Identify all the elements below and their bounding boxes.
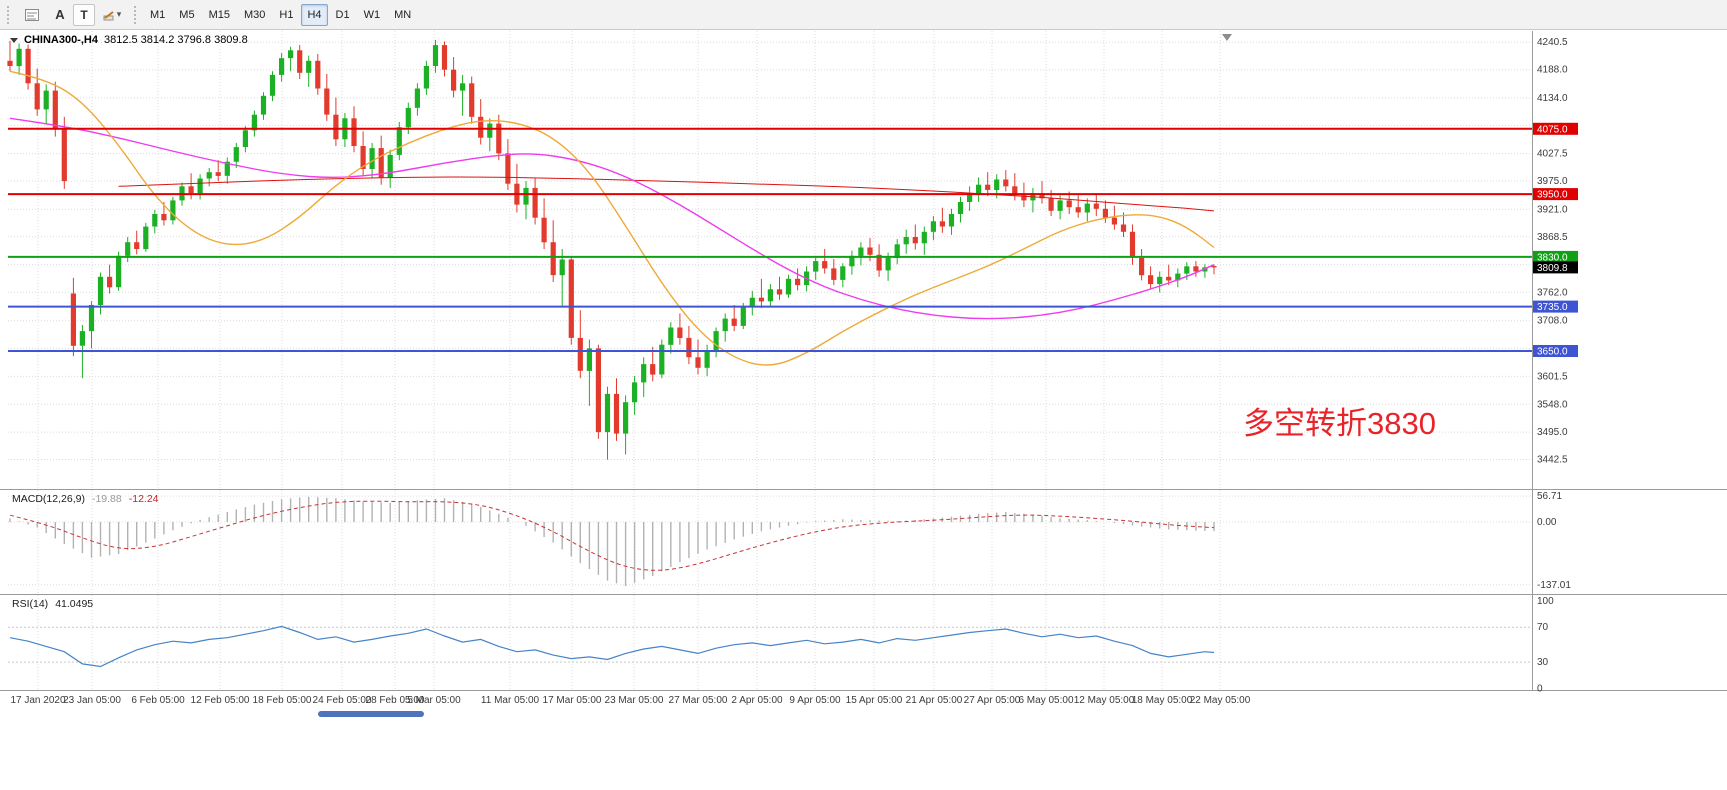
svg-text:70: 70 <box>1537 622 1549 633</box>
frame-layer <box>0 31 1727 691</box>
svg-text:17 Mar 05:00: 17 Mar 05:00 <box>543 695 602 706</box>
svg-text:18 Feb 05:00: 18 Feb 05:00 <box>253 695 312 706</box>
svg-text:4027.5: 4027.5 <box>1537 149 1568 160</box>
timeframe-w1-button[interactable]: W1 <box>358 4 387 26</box>
text-tool-button[interactable]: T <box>73 3 95 26</box>
svg-text:9 Apr 05:00: 9 Apr 05:00 <box>789 695 841 706</box>
svg-text:18 May 05:00: 18 May 05:00 <box>1132 695 1193 706</box>
svg-text:0.00: 0.00 <box>1537 517 1557 528</box>
svg-text:3830.0: 3830.0 <box>1537 252 1568 263</box>
toolbar: A T ▾ M1 M5 M15 M30 H1 H4 D1 W1 MN <box>0 0 1727 30</box>
svg-text:23 Jan 05:00: 23 Jan 05:00 <box>63 695 121 706</box>
svg-text:3809.8: 3809.8 <box>1537 263 1568 274</box>
svg-text:27 Apr 05:00: 27 Apr 05:00 <box>964 695 1021 706</box>
svg-text:3442.5: 3442.5 <box>1537 455 1568 466</box>
svg-text:3762.0: 3762.0 <box>1537 287 1568 298</box>
svg-text:22 May 05:00: 22 May 05:00 <box>1190 695 1251 706</box>
expand-triangle-icon[interactable] <box>10 37 18 43</box>
svg-text:21 Apr 05:00: 21 Apr 05:00 <box>906 695 963 706</box>
axis-labels: 4240.5 4188.0 4134.0 4027.5 3975.0 3921.0 3868… <box>10 37 1571 706</box>
hlines-layer[interactable] <box>8 127 1532 352</box>
price-badges: 4075.0 3950.0 3830.0 3735.0 3650.0 3809.8 <box>1533 122 1578 358</box>
timeframe-h1-button[interactable]: H1 <box>273 4 299 26</box>
svg-text:4134.0: 4134.0 <box>1537 93 1568 104</box>
chart-title: CHINA300-,H4 3812.5 3814.2 3796.8 3809.8 <box>10 34 248 46</box>
arrow-text-tool-button[interactable]: A <box>49 4 71 26</box>
svg-text:28 Feb 05:00: 28 Feb 05:00 <box>366 695 425 706</box>
ma-layer <box>9 70 1215 366</box>
svg-text:2 Apr 05:00: 2 Apr 05:00 <box>731 695 783 706</box>
svg-text:24 Feb 05:00: 24 Feb 05:00 <box>313 695 372 706</box>
timeframe-m1-button[interactable]: M1 <box>144 4 171 26</box>
macd-label: MACD(12,26,9) -19.88 -12.24 <box>12 493 159 505</box>
svg-text:3921.0: 3921.0 <box>1537 204 1568 215</box>
draw-tool-dropdown[interactable]: ▾ <box>97 3 127 27</box>
svg-text:56.71: 56.71 <box>1537 491 1562 502</box>
svg-text:4240.5: 4240.5 <box>1537 37 1568 48</box>
timeframe-m15-button[interactable]: M15 <box>203 4 236 26</box>
pencil-icon <box>103 10 114 20</box>
rsi-label: RSI(14) 41.0495 <box>12 598 93 610</box>
svg-text:3548.0: 3548.0 <box>1537 399 1568 410</box>
svg-text:30: 30 <box>1537 657 1549 668</box>
timeframe-h4-button[interactable]: H4 <box>301 3 328 26</box>
svg-text:3495.0: 3495.0 <box>1537 427 1568 438</box>
svg-text:100: 100 <box>1537 596 1554 607</box>
svg-text:3708.0: 3708.0 <box>1537 316 1568 327</box>
svg-text:27 Mar 05:00: 27 Mar 05:00 <box>669 695 728 706</box>
svg-text:3735.0: 3735.0 <box>1537 302 1568 313</box>
svg-text:12 Feb 05:00: 12 Feb 05:00 <box>191 695 250 706</box>
svg-text:17 Jan 2020: 17 Jan 2020 <box>10 695 65 706</box>
svg-text:0: 0 <box>1537 683 1543 694</box>
macd-signal-value: -12.24 <box>128 493 159 505</box>
macd-layer <box>9 496 1215 587</box>
chart-window-button[interactable] <box>17 3 47 27</box>
annotation-text: 多空转折3830 <box>1243 406 1436 441</box>
svg-text:6 May 05:00: 6 May 05:00 <box>1018 695 1073 706</box>
candles-layer <box>7 39 1217 460</box>
svg-text:4188.0: 4188.0 <box>1537 65 1568 76</box>
svg-text:12 May 05:00: 12 May 05:00 <box>1074 695 1135 706</box>
svg-text:3650.0: 3650.0 <box>1537 347 1568 358</box>
svg-text:6 Feb 05:00: 6 Feb 05:00 <box>131 695 185 706</box>
chevron-down-icon: ▾ <box>116 9 122 19</box>
svg-text:-137.01: -137.01 <box>1537 580 1571 591</box>
symbol-label: CHINA300-,H4 <box>24 34 98 46</box>
rsi-value: 41.0495 <box>55 598 94 610</box>
timeframe-m30-button[interactable]: M30 <box>238 4 271 26</box>
svg-text:5 Mar 05:00: 5 Mar 05:00 <box>407 695 461 706</box>
toolbar-grip-2[interactable] <box>133 4 138 25</box>
macd-main-value: -19.88 <box>91 493 122 505</box>
ohlc-values: 3812.5 3814.2 3796.8 3809.8 <box>103 34 248 46</box>
svg-text:3868.5: 3868.5 <box>1537 232 1568 243</box>
svg-text:3950.0: 3950.0 <box>1537 190 1568 201</box>
chart-shift-marker[interactable] <box>1222 34 1232 41</box>
svg-text:3975.0: 3975.0 <box>1537 176 1568 187</box>
timeframe-mn-button[interactable]: MN <box>388 4 417 26</box>
rsi-name: RSI(14) <box>12 598 49 610</box>
grid-layer <box>8 31 1532 690</box>
macd-name: MACD(12,26,9) <box>12 493 85 505</box>
svg-text:4075.0: 4075.0 <box>1537 124 1568 135</box>
rsi-layer <box>9 625 1215 668</box>
svg-text:3601.5: 3601.5 <box>1537 371 1568 382</box>
timeframe-d1-button[interactable]: D1 <box>330 4 356 26</box>
bottom-scrollbar-thumb[interactable] <box>318 711 424 717</box>
svg-text:23 Mar 05:00: 23 Mar 05:00 <box>605 695 664 706</box>
timeframe-m5-button[interactable]: M5 <box>173 4 200 26</box>
svg-text:15 Apr 05:00: 15 Apr 05:00 <box>846 695 903 706</box>
svg-text:11 Mar 05:00: 11 Mar 05:00 <box>481 695 540 706</box>
toolbar-grip[interactable] <box>6 4 11 25</box>
chart-window-icon <box>25 8 39 21</box>
